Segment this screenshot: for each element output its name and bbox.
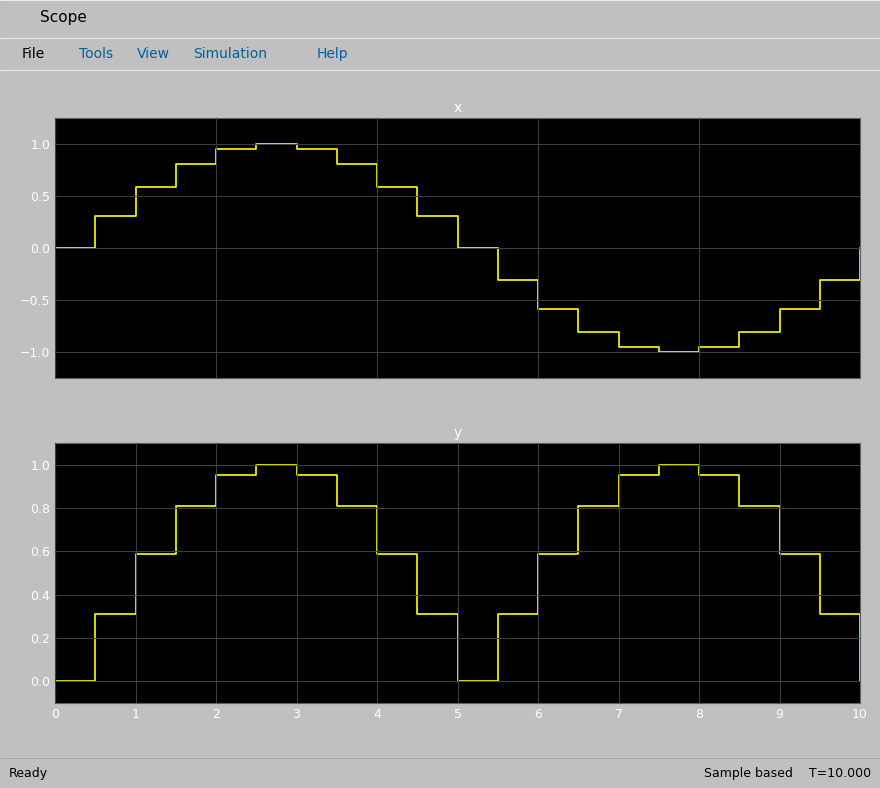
Text: Ready: Ready [9,767,48,779]
Text: Simulation: Simulation [194,47,268,61]
Title: x: x [453,102,462,116]
Title: y: y [453,426,462,440]
Text: Scope: Scope [40,10,86,25]
Text: File: File [22,47,45,61]
Text: Help: Help [317,47,348,61]
Text: Sample based    T=10.000: Sample based T=10.000 [704,767,871,779]
Text: View: View [136,47,169,61]
Text: Tools: Tools [79,47,114,61]
